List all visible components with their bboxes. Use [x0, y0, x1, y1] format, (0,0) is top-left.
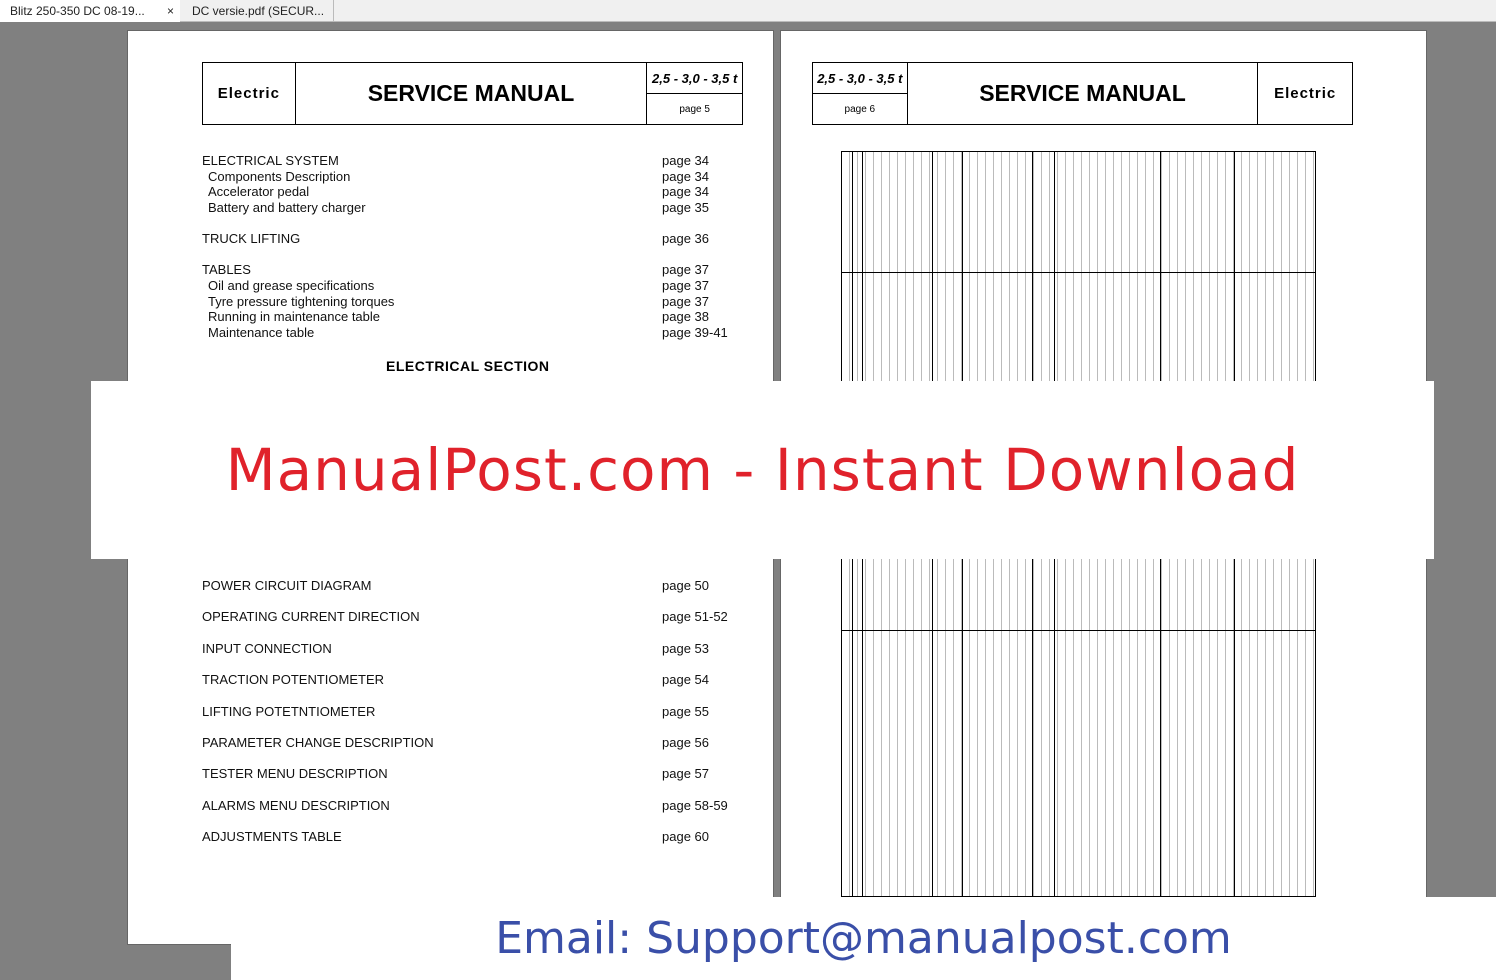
toc-entry[interactable]: Oil and grease specifications page 37 — [202, 278, 762, 294]
toc-entry-title: POWER CIRCUIT DIAGRAM — [202, 578, 372, 593]
toc-entry[interactable]: TESTER MENU DESCRIPTION page 57 — [202, 766, 762, 782]
toc-entry[interactable]: Battery and battery charger page 35 — [202, 200, 762, 216]
toc-entry[interactable]: Components Description page 34 — [202, 169, 762, 185]
tab-bar: Blitz 250-350 DC 08-19... × DC versie.pdf… — [0, 0, 1496, 22]
toc-entry[interactable]: Maintenance table page 39-41 — [202, 325, 762, 341]
page-header: 2,5 - 3,0 - 3,5 t page 6 SERVICE MANUAL E… — [812, 62, 1353, 125]
close-icon[interactable]: × — [166, 4, 174, 18]
toc-entry-page: page 58-59 — [662, 797, 728, 813]
toc-entry-title: Components Description — [208, 169, 351, 184]
header-model: 2,5 - 3,0 - 3,5 t page 6 — [813, 63, 908, 124]
header-electric: Electric — [203, 63, 296, 124]
page-number: page 6 — [844, 103, 876, 115]
toc-entry-title: Running in maintenance table — [208, 309, 381, 324]
toc-entry-page: page 37 — [662, 262, 709, 277]
banner-text: ManualPost.com - Instant Download — [225, 436, 1300, 504]
toc-entry-page: page 53 — [662, 640, 709, 656]
toc-entry-page: page 57 — [662, 766, 709, 782]
header-electric: Electric — [1274, 85, 1337, 102]
toc-entry-page: page 36 — [662, 231, 709, 246]
toc-entry-page: page 37 — [662, 278, 709, 293]
toc-entry-page: page 37 — [662, 294, 709, 309]
toc-entry-page: page 51-52 — [662, 609, 728, 625]
toc-entry-page: page 56 — [662, 735, 709, 750]
toc-entry-title: Accelerator pedal — [208, 184, 310, 199]
toc-entry-title: TRACTION POTENTIOMETER — [202, 672, 384, 688]
toc-entry-title: Tyre pressure tightening torques — [208, 294, 395, 309]
tab-dc-versie[interactable]: DC versie.pdf (SECUR... — [182, 0, 334, 22]
toc-entry[interactable]: ALARMS MENU DESCRIPTION page 58-59 — [202, 798, 762, 814]
toc-entry-title: TESTER MENU DESCRIPTION — [202, 766, 388, 782]
page-number: page 5 — [679, 103, 710, 115]
tab-label: DC versie.pdf (SECUR... — [192, 4, 325, 18]
email-banner: Email: Support@manualpost.com — [231, 897, 1496, 980]
toc-entry-page: page 34 — [662, 169, 709, 184]
toc-entry-title: INPUT CONNECTION — [202, 640, 332, 656]
toc-entry[interactable]: ADJUSTMENTS TABLE page 60 — [202, 829, 762, 845]
toc-entry[interactable]: Tyre pressure tightening torques page 37 — [202, 294, 762, 310]
table-divider — [842, 630, 1315, 631]
page-header: Electric SERVICE MANUAL 2,5 - 3,0 - 3,5 … — [202, 62, 743, 125]
toc-entry-title: ADJUSTMENTS TABLE — [202, 829, 342, 845]
toc-entry-title: Maintenance table — [208, 325, 315, 340]
toc-entry-page: page 35 — [662, 200, 709, 215]
toc-entry[interactable]: ELECTRICAL SYSTEM page 34 — [202, 153, 762, 169]
toc-entry[interactable]: Running in maintenance table page 38 — [202, 309, 762, 325]
toc-entry[interactable]: POWER CIRCUIT DIAGRAM page 50 — [202, 578, 762, 594]
toc-entry[interactable]: TRACTION POTENTIOMETER page 54 — [202, 672, 762, 688]
header-model: 2,5 - 3,0 - 3,5 t page 5 — [647, 63, 742, 124]
toc-entry-title: Oil and grease specifications — [208, 278, 375, 293]
toc-entry-title: ALARMS MENU DESCRIPTION — [202, 797, 390, 813]
toc-entry-title: ELECTRICAL SYSTEM — [202, 153, 339, 168]
toc-entry-page: page 50 — [662, 578, 709, 593]
watermark-banner: ManualPost.com - Instant Download — [91, 381, 1434, 559]
toc-entry-title: LIFTING POTETNTIOMETER — [202, 703, 376, 719]
tab-blitz-manual[interactable]: Blitz 250-350 DC 08-19... × — [0, 0, 180, 22]
toc-entry-page: page 34 — [662, 153, 709, 168]
model-range: 2,5 - 3,0 - 3,5 t — [647, 63, 742, 94]
section-title: ELECTRICAL SECTION — [386, 358, 550, 374]
toc-entry-page: page 39-41 — [662, 325, 728, 340]
model-range: 2,5 - 3,0 - 3,5 t — [813, 63, 907, 94]
toc-entry[interactable]: INPUT CONNECTION page 53 — [202, 641, 762, 657]
toc-entry-title: Battery and battery charger — [208, 200, 366, 215]
toc-entry[interactable]: LIFTING POTETNTIOMETER page 55 — [202, 704, 762, 720]
toc-entry-page: page 60 — [662, 829, 709, 845]
tab-label: Blitz 250-350 DC 08-19... — [10, 4, 145, 18]
toc-entry[interactable]: PARAMETER CHANGE DESCRIPTION page 56 — [202, 735, 762, 751]
toc-entry-page: page 54 — [662, 672, 709, 688]
header-title: SERVICE MANUAL — [296, 63, 648, 124]
toc-entry[interactable]: OPERATING CURRENT DIRECTION page 51-52 — [202, 609, 762, 625]
toc-entry-page: page 34 — [662, 184, 709, 199]
table-divider — [842, 272, 1315, 273]
toc-entry-title: TABLES — [202, 262, 251, 277]
email-text: Email: Support@manualpost.com — [495, 913, 1232, 964]
toc-entry-page: page 38 — [662, 309, 709, 324]
toc-entry-title: OPERATING CURRENT DIRECTION — [202, 609, 420, 625]
header-title: SERVICE MANUAL — [908, 63, 1259, 124]
toc-entry[interactable]: TABLES page 37 — [202, 262, 762, 278]
toc-entry[interactable]: TRUCK LIFTING page 36 — [202, 231, 762, 247]
toc-entry[interactable]: Accelerator pedal page 34 — [202, 184, 762, 200]
toc-entry-page: page 55 — [662, 703, 709, 719]
toc-entry-title: PARAMETER CHANGE DESCRIPTION — [202, 735, 434, 750]
toc-entry-title: TRUCK LIFTING — [202, 231, 301, 246]
